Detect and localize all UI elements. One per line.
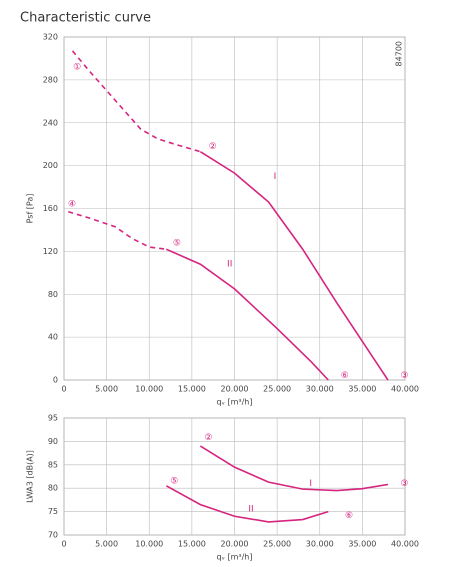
x-tick-label: 35.000 bbox=[348, 540, 376, 549]
annotation: ⑥ bbox=[345, 511, 353, 521]
y-tick-label: 85 bbox=[48, 460, 58, 469]
data-line bbox=[199, 445, 389, 492]
y-tick-label: 0 bbox=[53, 376, 58, 385]
y-tick-label: 90 bbox=[48, 437, 58, 446]
x-tick-label: 5.000 bbox=[95, 385, 118, 394]
annotation: ④ bbox=[68, 200, 76, 210]
x-axis-label: qᵥ [m³/h] bbox=[217, 398, 253, 407]
x-tick-label: 20.000 bbox=[221, 385, 249, 394]
y-tick-label: 70 bbox=[48, 531, 58, 540]
x-tick-label: 10.000 bbox=[135, 540, 163, 549]
y-tick-label: 320 bbox=[43, 33, 58, 42]
y-tick-label: 240 bbox=[43, 118, 58, 127]
x-tick-label: 40.000 bbox=[391, 540, 419, 549]
annotation: II bbox=[227, 260, 232, 270]
x-tick-label: 25.000 bbox=[263, 540, 291, 549]
x-tick-label: 30.000 bbox=[306, 385, 334, 394]
annotation: ③ bbox=[400, 371, 408, 381]
y-tick-label: 200 bbox=[43, 161, 58, 170]
annotation: ⑤ bbox=[170, 477, 178, 487]
x-tick-label: 10.000 bbox=[135, 385, 163, 394]
x-tick-label: 15.000 bbox=[178, 385, 206, 394]
x-tick-label: 20.000 bbox=[221, 540, 249, 549]
annotation: ⑤ bbox=[173, 238, 181, 248]
y-axis-label: Psf [Pa] bbox=[26, 194, 35, 224]
y-tick-label: 40 bbox=[48, 333, 58, 342]
x-tick-label: 5.000 bbox=[95, 540, 118, 549]
data-line bbox=[165, 485, 329, 523]
data-line bbox=[71, 50, 201, 153]
y-tick-label: 80 bbox=[48, 484, 58, 493]
data-line bbox=[165, 248, 329, 381]
annotation: ⑥ bbox=[341, 371, 349, 381]
x-tick-label: 40.000 bbox=[391, 385, 419, 394]
annotation: I bbox=[274, 172, 277, 182]
y-tick-label: 95 bbox=[48, 414, 58, 423]
data-line bbox=[199, 151, 389, 381]
chart-title: Characteristic curve bbox=[20, 11, 151, 26]
annotation: ② bbox=[209, 142, 217, 152]
x-tick-label: 35.000 bbox=[348, 385, 376, 394]
y-tick-label: 80 bbox=[48, 290, 58, 299]
x-tick-label: 30.000 bbox=[306, 540, 334, 549]
y-axis-label: LWA3 [dB(A)] bbox=[26, 450, 35, 503]
x-tick-label: 0 bbox=[61, 385, 66, 394]
figure-code: 84700 bbox=[395, 41, 404, 66]
x-tick-label: 25.000 bbox=[263, 385, 291, 394]
x-axis-label: qᵥ [m³/h] bbox=[217, 553, 253, 562]
annotation: ② bbox=[204, 433, 212, 443]
annotation: ③ bbox=[400, 479, 408, 489]
y-tick-label: 280 bbox=[43, 75, 58, 84]
y-tick-label: 75 bbox=[48, 507, 58, 516]
annotation: I bbox=[309, 479, 312, 489]
x-tick-label: 15.000 bbox=[178, 540, 206, 549]
x-tick-label: 0 bbox=[61, 540, 66, 549]
annotation: ① bbox=[73, 63, 81, 73]
y-tick-label: 120 bbox=[43, 247, 58, 256]
y-tick-label: 160 bbox=[43, 204, 58, 213]
annotation: II bbox=[248, 504, 253, 514]
data-line bbox=[68, 210, 167, 251]
